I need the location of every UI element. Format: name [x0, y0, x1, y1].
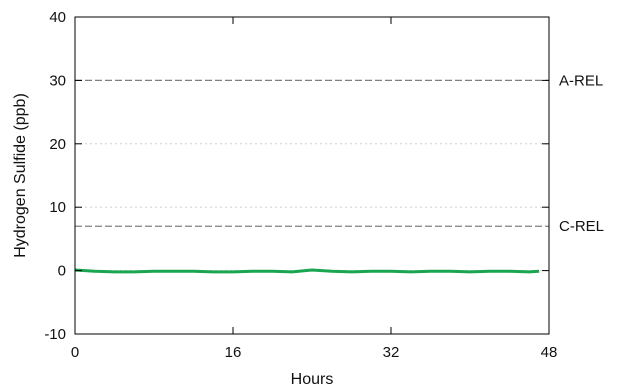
series-layer	[74, 268, 540, 274]
x-axis-label: Hours	[291, 371, 334, 388]
series-line	[74, 268, 540, 274]
y-tick-label: 0	[58, 263, 66, 280]
plot-frame	[74, 16, 550, 335]
reference-line-label: A-REL	[559, 72, 603, 89]
y-tick-label: 30	[49, 72, 66, 89]
y-axis-label: Hydrogen Sulfide (ppb)	[12, 93, 29, 258]
y-tick-label: -10	[44, 326, 66, 343]
reference-lines: A-REL C-REL	[75, 72, 604, 235]
x-tick-label: 16	[225, 344, 242, 361]
y-tick-label: 10	[49, 199, 66, 216]
x-tick-label: 0	[71, 344, 79, 361]
y-tick-label: 20	[49, 136, 66, 153]
x-tick-label: 48	[541, 344, 558, 361]
gridlines	[75, 79, 549, 272]
y-tick-label: 40	[49, 9, 66, 26]
x-tick-label: 32	[383, 344, 400, 361]
reference-line-label: C-REL	[559, 218, 604, 235]
ticks: -10 0 10 20 30 40 0 16 32 48	[44, 9, 557, 361]
